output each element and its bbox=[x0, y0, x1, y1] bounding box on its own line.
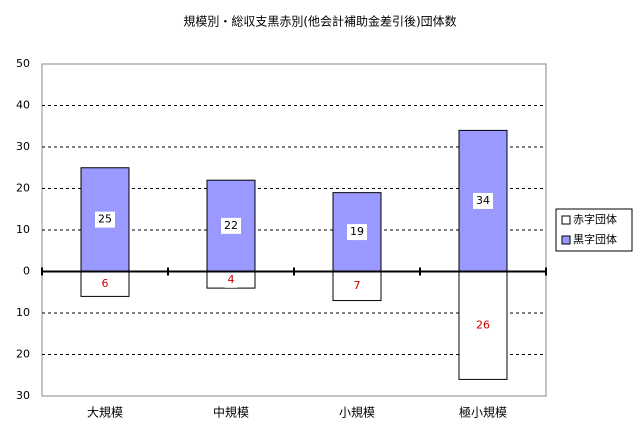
value-label: 22 bbox=[224, 219, 238, 232]
y-tick-label: 0 bbox=[23, 265, 30, 278]
value-label: 7 bbox=[354, 279, 361, 292]
y-tick-label: 10 bbox=[16, 223, 30, 236]
x-tick-label: 極小規模 bbox=[459, 405, 507, 420]
value-label-box bbox=[98, 275, 112, 292]
value-label: 34 bbox=[476, 194, 490, 207]
value-label-box bbox=[473, 317, 493, 334]
y-tick-label: 20 bbox=[16, 348, 30, 361]
value-label-box bbox=[473, 192, 493, 209]
legend-label: 黒字団体 bbox=[573, 232, 617, 246]
y-tick-label: 20 bbox=[16, 182, 30, 195]
x-tick-label: 中規模 bbox=[213, 405, 249, 420]
value-label-box bbox=[347, 224, 367, 241]
y-tick-label: 50 bbox=[16, 57, 30, 70]
value-label: 4 bbox=[228, 273, 235, 286]
value-label-box bbox=[221, 217, 241, 234]
x-tick-label: 小規模 bbox=[339, 405, 375, 420]
value-label-box bbox=[95, 211, 115, 228]
x-tick-label: 大規模 bbox=[87, 405, 123, 420]
legend-label: 赤字団体 bbox=[573, 212, 617, 226]
value-label: 6 bbox=[102, 277, 109, 290]
value-label-box bbox=[350, 278, 364, 295]
value-label-box bbox=[224, 271, 238, 288]
y-tick-label: 40 bbox=[16, 99, 30, 112]
y-tick-label: 30 bbox=[16, 389, 30, 402]
value-label: 25 bbox=[98, 213, 112, 226]
y-tick-label: 10 bbox=[16, 306, 30, 319]
chart-title: 規模別・総収支黒赤別(他会計補助金差引後)団体数 bbox=[183, 14, 456, 29]
value-label: 26 bbox=[476, 318, 490, 331]
value-label: 19 bbox=[350, 225, 364, 238]
legend-swatch bbox=[561, 235, 571, 245]
y-tick-label: 30 bbox=[16, 140, 30, 153]
legend-swatch bbox=[561, 215, 571, 225]
